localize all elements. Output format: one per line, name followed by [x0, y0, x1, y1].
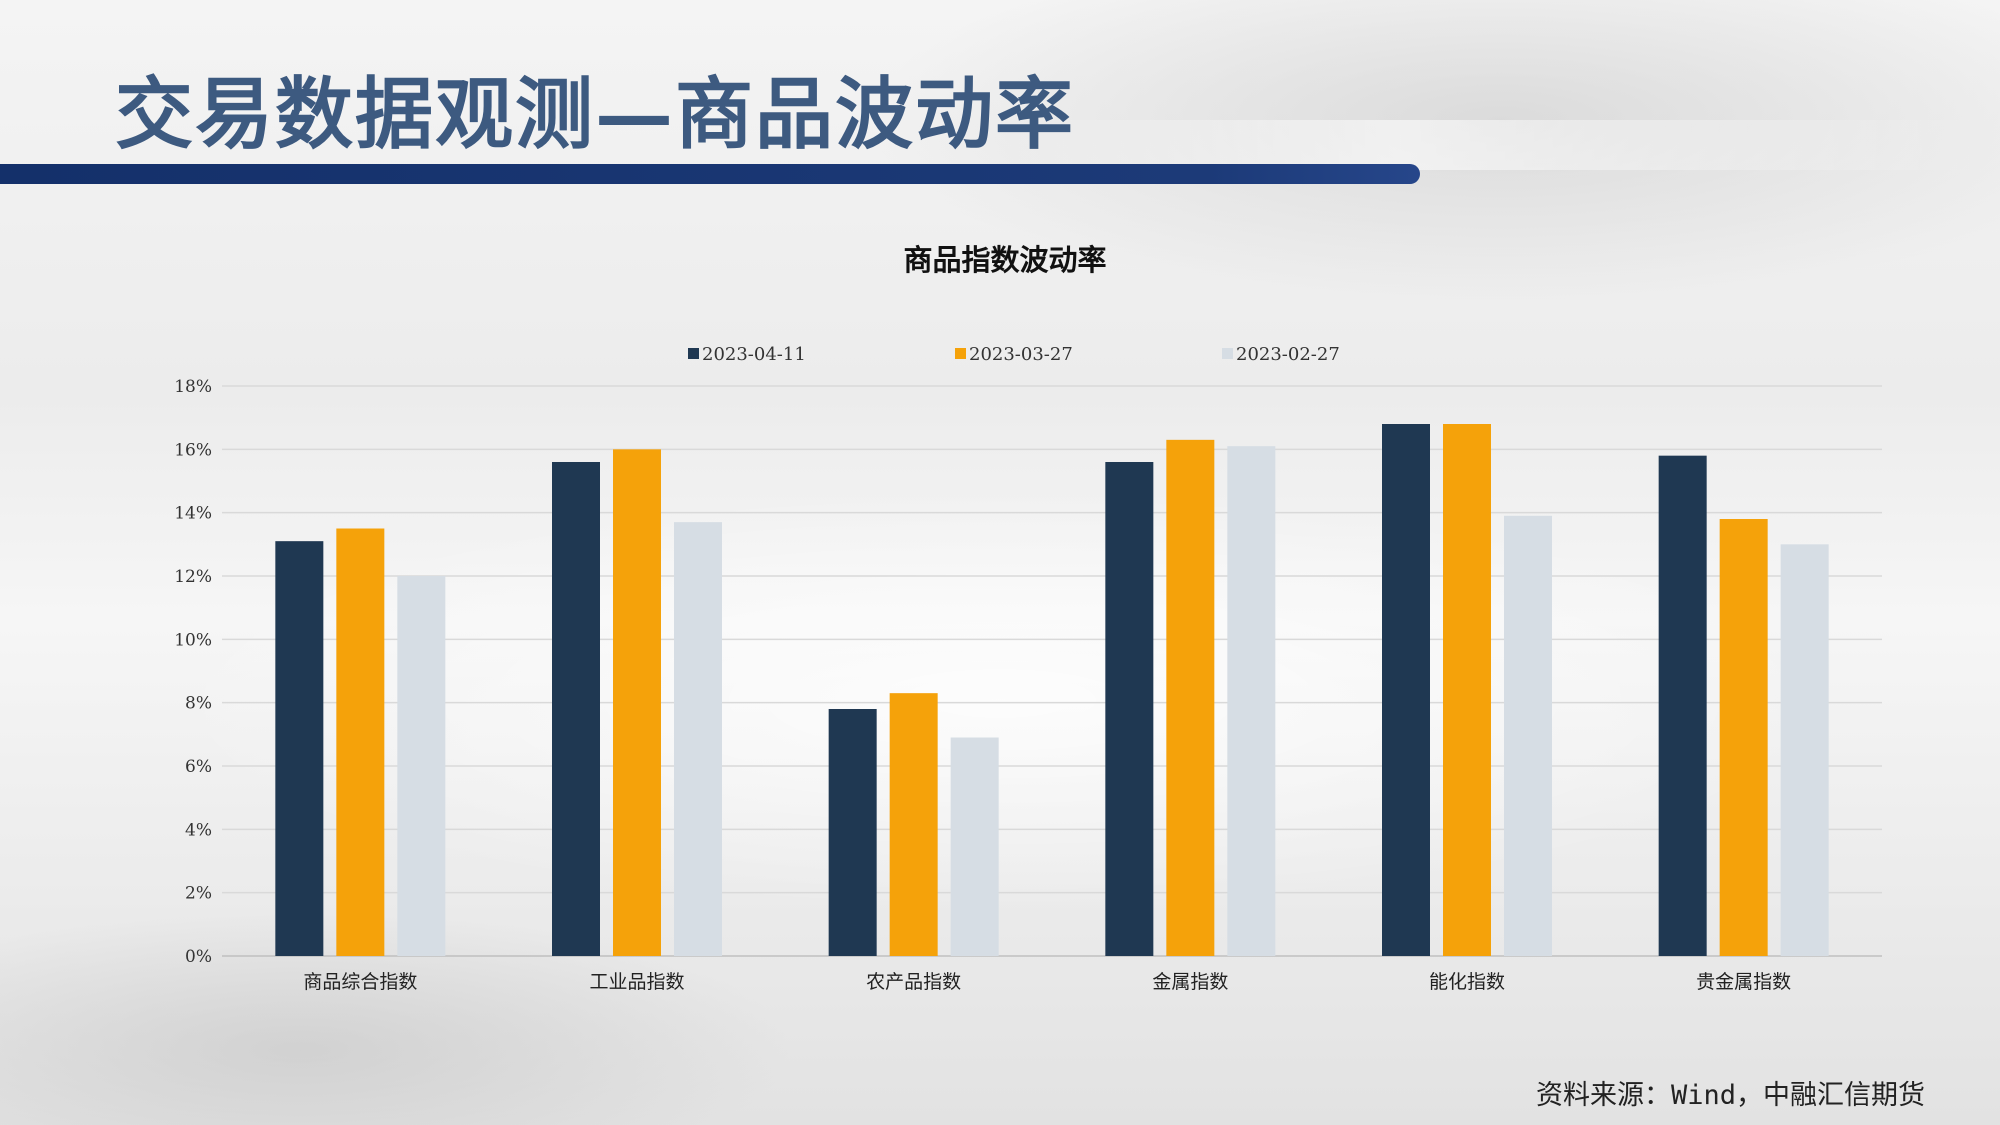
- x-tick-label: 农产品指数: [866, 971, 961, 993]
- bar: [1166, 439, 1215, 956]
- bars: [275, 424, 1829, 956]
- source-note: 资料来源：Wind，中融汇信期货: [1535, 1080, 1925, 1111]
- title-underline-bar: [0, 164, 1420, 184]
- chart-title: 商品指数波动率: [903, 243, 1106, 277]
- y-tick-label: 14%: [174, 504, 212, 524]
- y-tick-label: 16%: [174, 440, 212, 460]
- legend-label: 2023-04-11: [702, 344, 806, 365]
- x-tick-label: 工业品指数: [589, 971, 684, 993]
- bar: [674, 522, 722, 956]
- legend-swatch: [955, 348, 966, 359]
- y-tick-label: 10%: [174, 630, 212, 650]
- bar: [397, 576, 446, 956]
- x-tick-label: 金属指数: [1152, 971, 1228, 993]
- bar: [828, 709, 877, 956]
- header-highlight: [1000, 120, 2000, 170]
- y-tick-label: 12%: [174, 567, 212, 587]
- bar: [613, 449, 661, 956]
- bar: [1443, 424, 1491, 956]
- y-tick-label: 0%: [185, 947, 212, 967]
- bar: [336, 528, 385, 956]
- bar: [889, 693, 938, 956]
- bar: [552, 462, 600, 956]
- legend-swatch: [688, 348, 699, 359]
- y-tick-label: 18%: [174, 377, 212, 397]
- x-tick-label: 贵金属指数: [1696, 971, 1791, 993]
- gridlines: [222, 385, 1882, 957]
- x-tick-label: 商品综合指数: [303, 971, 417, 993]
- legend-swatch: [1222, 348, 1233, 359]
- y-tick-label: 6%: [185, 757, 212, 777]
- bar: [950, 737, 999, 956]
- bar: [1382, 424, 1430, 956]
- x-axis-labels: 商品综合指数 工业品指数 农产品指数 金属指数 能化指数 贵金属指数: [303, 971, 1791, 993]
- y-tick-label: 2%: [185, 884, 212, 904]
- bar: [1719, 519, 1768, 956]
- bar: [1780, 544, 1829, 956]
- legend-label: 2023-02-27: [1236, 344, 1340, 365]
- y-tick-label: 4%: [185, 820, 212, 840]
- bar: [1105, 462, 1154, 956]
- bar: [1504, 515, 1552, 956]
- x-tick-label: 能化指数: [1429, 971, 1505, 993]
- y-axis-ticks: 0% 2% 4% 6% 8% 10% 12% 14% 16% 18%: [174, 377, 212, 967]
- page-title: 交易数据观测—商品波动率: [115, 69, 1076, 160]
- bar: [1227, 446, 1276, 956]
- legend: 2023-04-11 2023-03-27 2023-02-27: [688, 344, 1340, 365]
- y-tick-label: 8%: [185, 694, 212, 714]
- bar: [275, 541, 324, 956]
- legend-label: 2023-03-27: [969, 344, 1073, 365]
- bar: [1658, 455, 1707, 956]
